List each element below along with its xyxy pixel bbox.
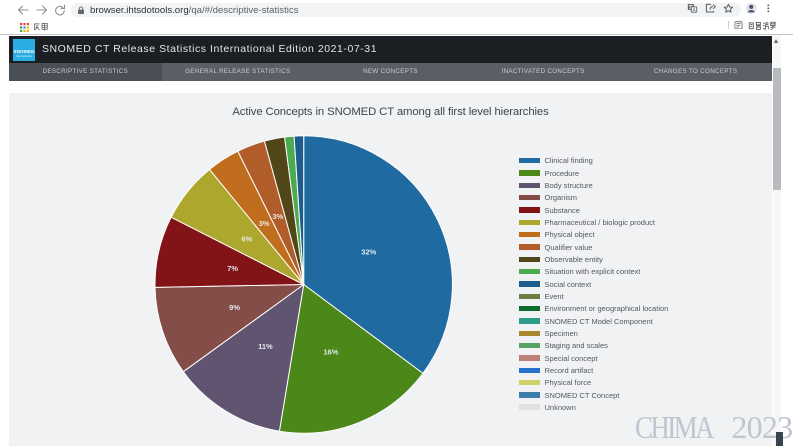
svg-text:32%: 32%: [361, 247, 376, 256]
svg-text:3%: 3%: [259, 219, 270, 228]
svg-text:11%: 11%: [258, 342, 273, 351]
svg-text:3%: 3%: [272, 212, 283, 221]
svg-text:7%: 7%: [227, 264, 238, 273]
svg-text:A: A: [692, 7, 696, 13]
svg-text:9%: 9%: [229, 303, 240, 312]
svg-text:16%: 16%: [323, 348, 338, 357]
svg-text:6%: 6%: [241, 234, 252, 243]
